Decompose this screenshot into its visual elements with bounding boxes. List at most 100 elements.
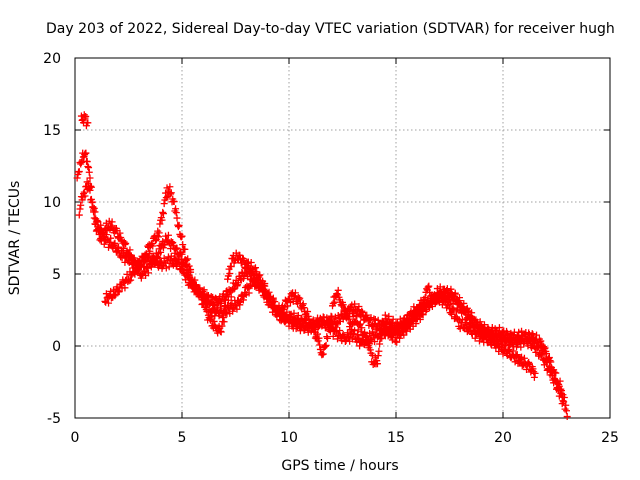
data-point (373, 357, 381, 365)
data-point (551, 376, 559, 384)
data-point (354, 306, 362, 314)
data-point (316, 345, 324, 353)
data-point (530, 368, 538, 376)
data-point (174, 223, 182, 231)
data-point (75, 168, 83, 176)
data-point (87, 195, 95, 203)
data-point (220, 318, 228, 326)
data-point (88, 198, 96, 206)
data-point (169, 239, 177, 247)
data-point (89, 203, 97, 211)
data-point (101, 297, 109, 305)
data-point (453, 308, 461, 316)
data-point (115, 243, 123, 251)
data-point (236, 301, 244, 309)
data-point (162, 194, 170, 202)
data-point (173, 214, 181, 222)
data-point (181, 256, 189, 264)
data-point (316, 341, 324, 349)
data-point (458, 303, 466, 311)
data-point (177, 265, 185, 273)
data-point (522, 332, 530, 340)
data-point (177, 249, 185, 257)
data-point (329, 299, 337, 307)
data-point (361, 328, 369, 336)
data-point (97, 221, 105, 229)
data-point (81, 192, 89, 200)
axis-ticks: 0 5 10 15 20 25 -5 0 5 10 15 20 (43, 51, 619, 446)
data-point (448, 310, 456, 318)
data-point (110, 240, 118, 248)
data-point (268, 297, 276, 305)
data-point (196, 285, 204, 293)
data-point (538, 351, 546, 359)
data-point (86, 174, 94, 182)
data-point (81, 114, 89, 122)
data-point (85, 180, 93, 188)
data-point (217, 328, 225, 336)
data-point (233, 282, 241, 290)
data-point (108, 218, 116, 226)
data-point (536, 338, 544, 346)
data-point (224, 275, 232, 283)
data-point (445, 301, 453, 309)
data-point (251, 264, 259, 272)
data-point (513, 352, 521, 360)
data-point (239, 292, 247, 300)
data-point (468, 314, 476, 322)
data-point (209, 301, 217, 309)
chart-title: Day 203 of 2022, Sidereal Day-to-day VTE… (46, 21, 615, 37)
data-point (538, 346, 546, 354)
data-point (531, 369, 539, 377)
data-point (152, 237, 160, 245)
data-point (156, 220, 164, 228)
data-point (80, 111, 88, 119)
data-point (100, 228, 108, 236)
data-point (188, 276, 196, 284)
y-tick-label: 20 (43, 51, 61, 67)
x-tick-label: 20 (494, 430, 512, 446)
data-point (269, 299, 277, 307)
data-point (530, 373, 538, 381)
data-point (244, 262, 252, 270)
data-point (181, 245, 189, 253)
data-point (159, 210, 167, 218)
data-point (121, 284, 129, 292)
data-point (321, 342, 329, 350)
data-point (510, 336, 518, 344)
data-point (291, 293, 299, 301)
data-point (82, 112, 90, 120)
data-point (227, 263, 235, 271)
data-point (269, 294, 277, 302)
data-point (528, 330, 536, 338)
data-point (178, 250, 186, 258)
data-point (278, 308, 286, 316)
y-tick-label: -5 (47, 411, 61, 427)
data-point (548, 367, 556, 375)
data-point (100, 233, 108, 241)
data-point (172, 205, 180, 213)
data-point (562, 401, 570, 409)
data-point (290, 309, 298, 317)
data-point (366, 346, 374, 354)
data-point (469, 315, 477, 323)
data-point (179, 241, 187, 249)
data-point (114, 286, 122, 294)
data-point (154, 233, 162, 241)
data-point (383, 325, 391, 333)
data-point (99, 229, 107, 237)
data-point (543, 350, 551, 358)
data-point (378, 317, 386, 325)
data-point (353, 331, 361, 339)
data-point (265, 288, 273, 296)
data-point (126, 246, 134, 254)
data-point (492, 344, 500, 352)
data-point (261, 282, 269, 290)
data-point (187, 268, 195, 276)
data-point (530, 337, 538, 345)
data-point (257, 279, 265, 287)
data-point (407, 319, 415, 327)
data-point (500, 331, 508, 339)
data-point (412, 320, 420, 328)
data-point (488, 327, 496, 335)
